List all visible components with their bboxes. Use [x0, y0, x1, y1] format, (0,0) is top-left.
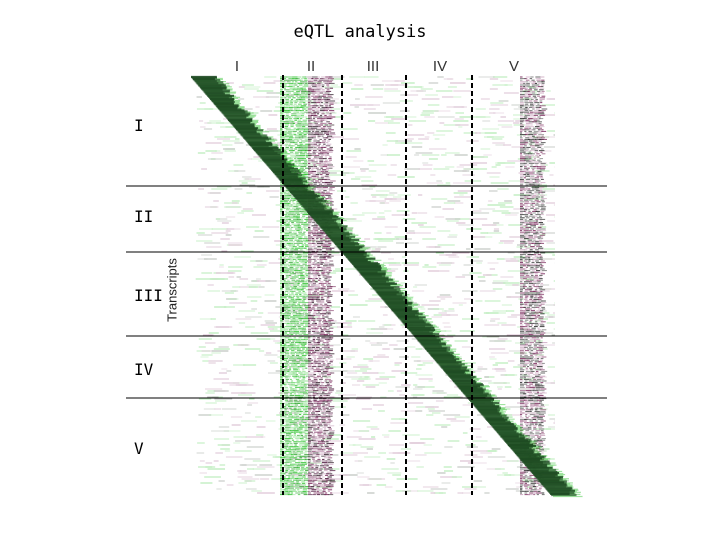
- slide-title: e​QTL analysis: [293, 22, 427, 42]
- transcripts-axis-label: Transcripts: [164, 258, 180, 322]
- column-label-2: II: [306, 58, 316, 75]
- row-label-4: IV: [134, 360, 154, 379]
- row-label-1: I: [134, 116, 144, 135]
- row-label-3: III: [134, 286, 163, 305]
- row-label-2: II: [134, 207, 154, 226]
- column-label-1: I: [234, 58, 240, 75]
- column-label-5: V: [508, 58, 520, 75]
- column-label-3: III: [366, 58, 380, 75]
- column-label-4: IV: [432, 58, 448, 75]
- heatmap-texture: [191, 75, 583, 498]
- row-label-5: V: [134, 439, 144, 458]
